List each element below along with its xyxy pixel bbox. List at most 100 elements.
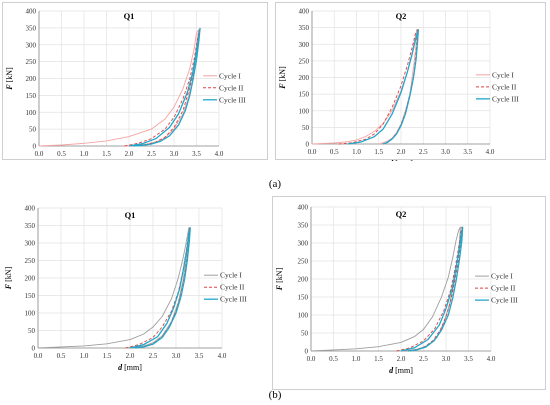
y-tick-label: 300 (299, 41, 310, 49)
x-tick-label: 1.0 (352, 148, 361, 156)
y-tick-label: 0 (32, 345, 36, 353)
y-tick-label: 0 (306, 141, 310, 149)
x-tick-label: 0.0 (307, 355, 316, 363)
x-tick-label: 3.0 (170, 150, 179, 158)
y-tick-label: 0 (33, 143, 37, 151)
chart-a-q2: 0.0 0.5 1.0 1.5 2.0 2.5 3.0 3.5 4.0 0 50 100 150 200 2… (278, 8, 519, 162)
series-line-3 (400, 226, 464, 352)
chart-title: Q2 (396, 209, 407, 219)
x-tick-label: 2.0 (125, 150, 134, 158)
y-tick-label: 250 (298, 258, 309, 266)
y-tick-label: 200 (298, 276, 309, 284)
chart-panel-a-q2: 0.0 0.5 1.0 1.5 2.0 2.5 3.0 3.5 4.0 0 50 100 150 200 2… (275, 2, 546, 162)
y-tick-label: 50 (28, 327, 36, 335)
x-tick-label: 3.5 (464, 355, 473, 363)
y-tick-label: 100 (26, 109, 37, 117)
x-tick-label: 1.5 (102, 150, 111, 158)
x-tick-label: 3.0 (441, 148, 450, 156)
x-tick-label: 2.5 (419, 148, 428, 156)
y-axis-label: F [kN] (275, 267, 284, 291)
y-tick-label: 100 (298, 312, 309, 320)
x-tick-label: 3.0 (172, 352, 181, 360)
x-tick-label: 0.0 (308, 148, 317, 156)
x-tick-label: 2.5 (419, 355, 428, 363)
x-tick-label: 0.5 (57, 150, 66, 158)
legend-label: Cycle II (491, 284, 516, 293)
y-tick-label: 350 (299, 24, 310, 32)
y-tick-label: 250 (299, 57, 310, 65)
y-tick-label: 50 (302, 124, 310, 132)
x-axis-label: d [mm] (118, 363, 142, 372)
x-tick-label: 4.0 (215, 150, 224, 158)
x-tick-label: 3.5 (463, 148, 472, 156)
x-tick-label: 2.0 (397, 148, 406, 156)
y-tick-label: 400 (299, 8, 310, 16)
x-tick-label: 2.0 (126, 352, 135, 360)
series-line-3 (347, 29, 420, 145)
x-tick-label: 1.5 (103, 352, 112, 360)
x-tick-label: 1.0 (352, 355, 361, 363)
chart-a-q1: 0.0 0.5 1.0 1.5 2.0 2.5 3.0 3.5 4.0 0 50 100 150 200 2… (5, 8, 246, 159)
x-tick-label: 1.0 (80, 150, 89, 158)
chart-title: Q1 (124, 11, 135, 21)
chart-panel-b-q2: 0.0 0.5 1.0 1.5 2.0 2.5 3.0 3.5 4.0 0 50 100 150 200 2… (272, 196, 546, 390)
chart-panel-b-q1: 0.0 0.5 1.0 1.5 2.0 2.5 3.0 3.5 4.0 0 50 100 150 200 2… (2, 198, 268, 388)
x-tick-label: 1.5 (374, 355, 383, 363)
x-tick-label: 2.5 (149, 352, 158, 360)
x-axis-label: d [mm] (389, 366, 413, 375)
y-tick-label: 250 (25, 257, 36, 265)
x-tick-label: 4.0 (486, 148, 495, 156)
legend-label: Cycle I (491, 272, 513, 281)
y-axis-label: F [kN] (278, 66, 287, 90)
chart-b-q2: 0.0 0.5 1.0 1.5 2.0 2.5 3.0 3.5 4.0 0 50 100 150 200 2… (275, 204, 518, 376)
y-tick-label: 200 (26, 75, 37, 83)
y-tick-label: 200 (25, 275, 36, 283)
x-tick-label: 4.0 (487, 355, 496, 363)
y-tick-label: 350 (26, 24, 37, 32)
legend-label: Cycle II (219, 83, 244, 92)
chart-panel-a-q1: 0.0 0.5 1.0 1.5 2.0 2.5 3.0 3.5 4.0 0 50 100 150 200 2… (2, 2, 268, 160)
chart-title: Q1 (125, 210, 136, 220)
x-tick-label: 0.5 (329, 355, 338, 363)
y-tick-label: 300 (26, 41, 37, 49)
sublabel-b: (b) (268, 389, 282, 401)
y-axis-label: F [kN] (4, 266, 13, 290)
y-tick-label: 50 (301, 330, 309, 338)
y-tick-label: 150 (26, 92, 37, 100)
legend-label: Cycle II (220, 283, 245, 292)
series-line-3 (129, 227, 191, 349)
x-tick-label: 3.0 (442, 355, 451, 363)
x-tick-label: 1.0 (80, 352, 89, 360)
x-tick-label: 2.0 (397, 355, 406, 363)
x-tick-label: 2.5 (147, 150, 156, 158)
y-tick-label: 0 (305, 348, 309, 356)
y-tick-label: 400 (26, 8, 37, 16)
y-tick-label: 300 (25, 240, 36, 248)
y-tick-label: 250 (26, 58, 37, 66)
legend-label: Cycle III (219, 95, 246, 104)
legend-label: Cycle III (492, 94, 519, 103)
chart-title: Q2 (396, 11, 407, 21)
series-line-2 (396, 226, 463, 352)
series-line-2 (338, 29, 418, 145)
y-tick-label: 100 (25, 310, 36, 318)
legend-label: Cycle III (220, 295, 247, 304)
x-tick-label: 3.5 (192, 150, 201, 158)
x-tick-label: 0.0 (35, 150, 44, 158)
series-line-1 (311, 29, 418, 145)
x-axis-label: d [mm] (389, 159, 413, 161)
legend-label: Cycle I (220, 271, 242, 280)
series-line-1 (37, 227, 190, 349)
x-tick-label: 3.5 (195, 352, 204, 360)
series-line-3 (128, 27, 201, 147)
y-tick-label: 150 (25, 292, 36, 300)
y-tick-label: 400 (25, 205, 36, 213)
y-axis-label: F [kN] (5, 67, 14, 91)
y-tick-label: 400 (298, 204, 309, 212)
legend-label: Cycle I (219, 71, 241, 80)
x-tick-label: 4.0 (218, 352, 227, 360)
y-tick-label: 300 (298, 240, 309, 248)
y-tick-label: 150 (299, 91, 310, 99)
x-tick-label: 1.5 (374, 148, 383, 156)
x-tick-label: 0.5 (330, 148, 339, 156)
